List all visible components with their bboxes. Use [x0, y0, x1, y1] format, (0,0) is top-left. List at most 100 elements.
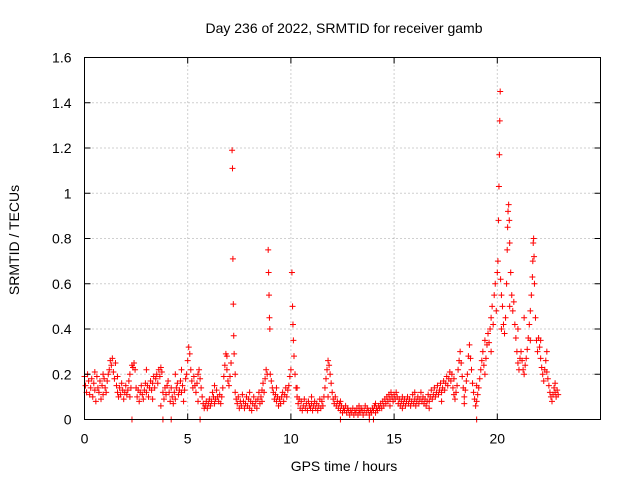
data-point: [480, 362, 487, 369]
x-tick-label: 20: [490, 431, 506, 447]
data-point: [309, 407, 316, 414]
y-tick-label: 0.4: [52, 321, 72, 337]
data-point: [548, 398, 555, 405]
data-point: [149, 396, 156, 403]
data-point: [524, 346, 531, 353]
data-point: [543, 348, 550, 355]
y-tick-label: 1.4: [52, 95, 72, 111]
data-point: [127, 384, 134, 391]
data-point: [132, 366, 139, 373]
data-point: [105, 371, 112, 378]
data-point: [167, 398, 174, 405]
data-point: [175, 391, 182, 398]
y-tick-label: 0.6: [52, 276, 72, 292]
data-point: [458, 359, 465, 366]
data-point: [555, 391, 562, 398]
data-point: [402, 402, 409, 409]
data-point: [156, 373, 163, 380]
data-point: [497, 276, 504, 283]
data-point: [514, 359, 521, 366]
data-point: [468, 366, 475, 373]
data-point: [231, 350, 238, 357]
data-point: [476, 375, 483, 382]
data-point: [506, 240, 513, 247]
data-point: [505, 201, 512, 208]
data-point: [504, 246, 511, 253]
data-point: [134, 393, 141, 400]
data-point: [527, 337, 534, 344]
data-point: [125, 378, 132, 385]
data-point: [551, 384, 558, 391]
data-point: [172, 396, 179, 403]
data-point: [308, 393, 315, 400]
data-point: [123, 391, 130, 398]
data-point: [481, 337, 488, 344]
data-point: [498, 326, 505, 332]
data-point: [496, 117, 503, 124]
data-point: [295, 400, 302, 407]
data-point: [165, 378, 172, 385]
data-point: [235, 393, 242, 400]
data-point: [82, 382, 89, 389]
data-point: [85, 378, 92, 385]
data-point: [486, 339, 493, 346]
data-point: [298, 398, 305, 405]
data-point: [211, 382, 218, 389]
data-point: [262, 375, 269, 382]
data-point: [289, 321, 296, 328]
data-point: [179, 382, 186, 389]
grid-lines: [84, 57, 601, 420]
data-point: [168, 384, 175, 391]
data-point: [506, 303, 513, 310]
data-point: [510, 298, 517, 305]
data-point: [232, 371, 239, 378]
data-point: [196, 366, 203, 373]
data-point: [209, 389, 216, 396]
data-point: [464, 371, 471, 378]
data-point: [145, 393, 152, 400]
data-point: [278, 393, 285, 400]
data-point: [438, 389, 445, 396]
data-point: [273, 398, 280, 405]
data-point: [304, 407, 311, 414]
data-point: [230, 301, 237, 308]
data-point: [87, 384, 94, 391]
y-tick-label: 0: [64, 412, 72, 428]
data-point: [159, 389, 166, 396]
data-point: [498, 292, 505, 299]
data-point: [102, 384, 109, 391]
data-point: [207, 402, 214, 409]
data-point: [173, 384, 180, 391]
data-point: [326, 362, 333, 369]
data-point: [294, 384, 301, 391]
data-point: [356, 402, 363, 409]
data-point: [164, 382, 171, 389]
data-point: [238, 402, 245, 409]
data-point: [131, 359, 138, 366]
data-point: [151, 384, 158, 391]
x-tick-label: 10: [283, 431, 299, 447]
data-point: [284, 387, 291, 394]
data-point: [301, 396, 308, 403]
data-point: [106, 366, 113, 373]
data-point: [399, 393, 406, 400]
data-point: [122, 382, 129, 389]
data-point: [544, 375, 551, 382]
data-point: [453, 389, 460, 396]
data-point: [95, 389, 102, 396]
data-point: [166, 389, 173, 396]
data-point: [491, 292, 498, 299]
data-point: [181, 387, 188, 394]
data-point: [221, 362, 228, 369]
x-tick-label: 0: [81, 431, 89, 447]
data-point: [488, 348, 495, 355]
data-point: [263, 366, 270, 373]
x-tick-label: 15: [386, 431, 402, 447]
data-point: [157, 402, 164, 409]
data-point: [178, 366, 185, 373]
data-point: [543, 368, 550, 375]
data-point: [288, 269, 295, 276]
data-point: [539, 371, 546, 378]
data-point: [241, 405, 248, 412]
data-point: [239, 391, 246, 398]
